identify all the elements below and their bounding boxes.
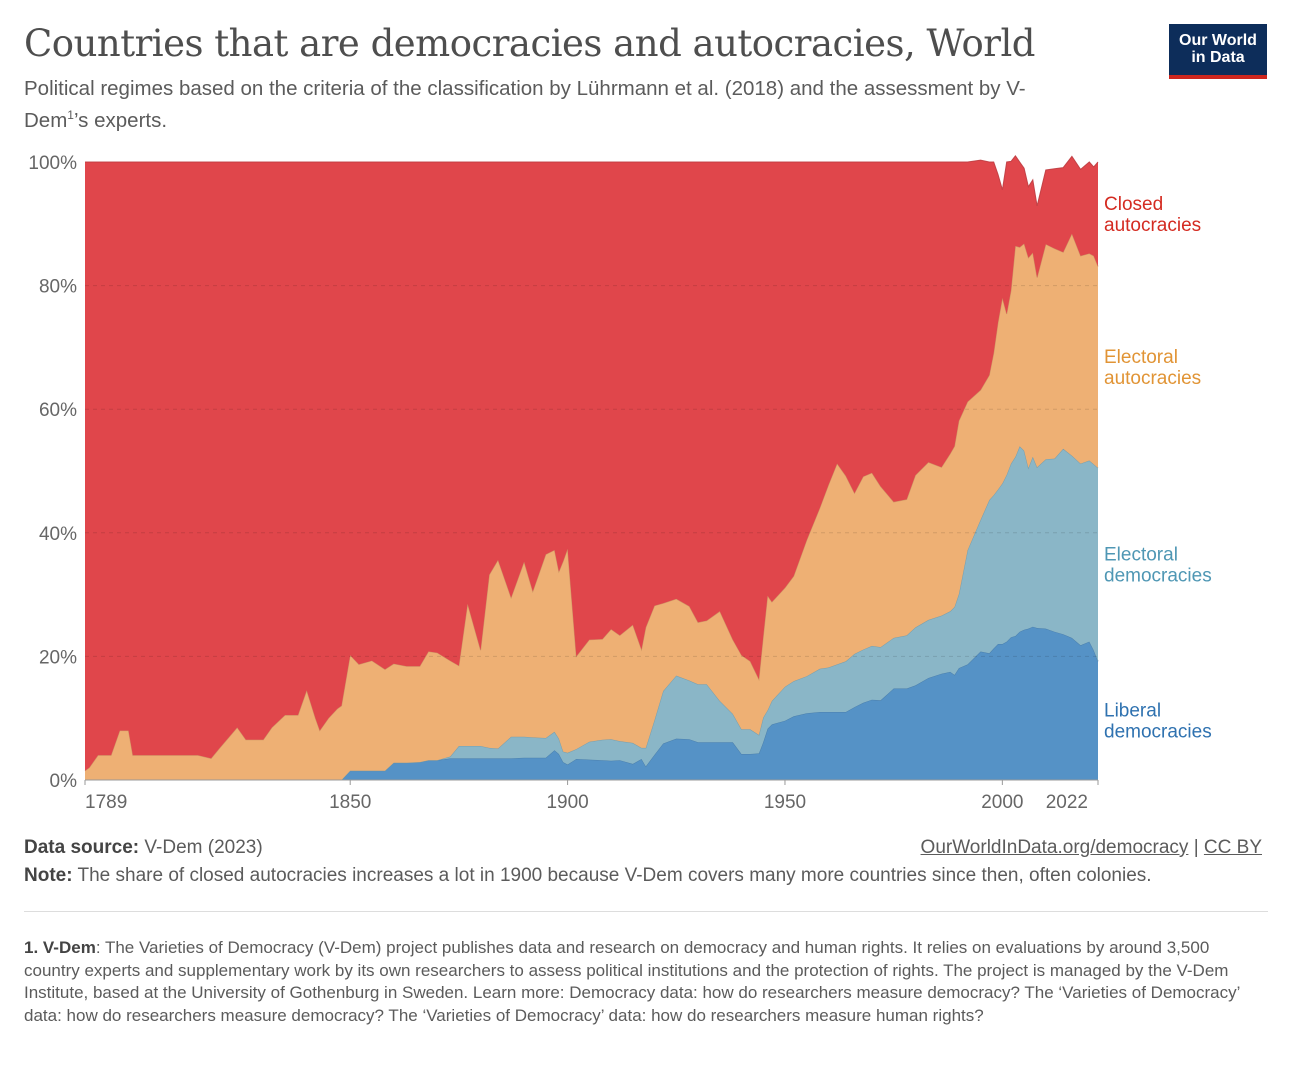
x-tick-label: 1850 — [329, 792, 371, 813]
link-separator: | — [1193, 837, 1199, 858]
footnote-text: : The Varieties of Democracy (V-Dem) pro… — [24, 938, 1240, 1025]
y-tick-label: 100% — [28, 153, 77, 174]
series-label-closed-autocracies[interactable]: Closed autocracies — [1104, 194, 1201, 236]
area-electoral-autocracies[interactable] — [85, 233, 1098, 780]
chart-title: Countries that are democracies and autoc… — [24, 22, 1035, 65]
subtitle-main: Political regimes based on the criteria … — [24, 77, 1026, 132]
series-label-liberal-democracies[interactable]: Liberal democracies — [1104, 701, 1212, 743]
footer-links: OurWorldInData.org/democracy | CC BY — [921, 837, 1262, 859]
chart-note: Note: The share of closed autocracies in… — [24, 865, 1152, 887]
axis-layer: 0% 20% 40% 60% 80% 100% 1789 1850 1900 1950 2000 20… — [28, 153, 1099, 813]
series-label-layer: Liberal democracies Electoral democracies El… — [1104, 194, 1212, 742]
series-label-electoral-autocracies[interactable]: Electoral autocracies — [1104, 347, 1201, 389]
note-text: The share of closed autocracies increase… — [77, 865, 1152, 886]
y-tick-label: 40% — [39, 524, 77, 545]
data-source-value: V-Dem (2023) — [144, 837, 263, 858]
area-electoral-democracies[interactable] — [85, 446, 1098, 780]
footnote: 1. V-Dem: The Varieties of Democracy (V-… — [24, 937, 1254, 1027]
logo-line-2: in Data — [1191, 49, 1245, 66]
x-tick-label: 1900 — [546, 792, 588, 813]
chart-subtitle: Political regimes based on the criteria … — [24, 76, 1084, 134]
area-layer — [84, 154, 1099, 781]
y-tick-label: 80% — [39, 277, 77, 298]
x-tick-label: 1789 — [85, 792, 127, 813]
data-source: Data source: V-Dem (2023) — [24, 837, 263, 859]
data-source-label: Data source: — [24, 837, 140, 858]
area-edge-closed-autocracies — [85, 154, 1099, 207]
grid-layer — [85, 285, 1098, 657]
source-link[interactable]: OurWorldInData.org/democracy — [920, 837, 1189, 858]
series-label-electoral-democracies[interactable]: Electoral democracies — [1104, 545, 1212, 587]
note-label: Note: — [24, 865, 73, 886]
y-tick-label: 0% — [50, 771, 78, 792]
stacked-area-chart[interactable]: 0% 20% 40% 60% 80% 100% 1789 1850 1900 1950 2000 20… — [0, 0, 1292, 830]
owid-logo[interactable]: Our World in Data — [1169, 24, 1267, 79]
footnote-label: 1. V-Dem — [24, 938, 96, 957]
license-link[interactable]: CC BY — [1203, 837, 1262, 858]
y-tick-label: 20% — [39, 647, 77, 668]
subtitle-tail: ’s experts. — [73, 108, 168, 132]
y-tick-label: 60% — [39, 400, 77, 421]
area-closed-autocracies[interactable] — [85, 155, 1098, 771]
x-tick-label: 2022 — [1046, 792, 1088, 813]
x-tick-label: 2000 — [981, 792, 1023, 813]
footer-divider — [24, 911, 1268, 912]
logo-line-1: Our World — [1179, 32, 1257, 49]
x-tick-label: 1950 — [764, 792, 806, 813]
area-liberal-democracies[interactable] — [85, 626, 1098, 780]
footnote-ref[interactable]: 1 — [67, 108, 74, 122]
